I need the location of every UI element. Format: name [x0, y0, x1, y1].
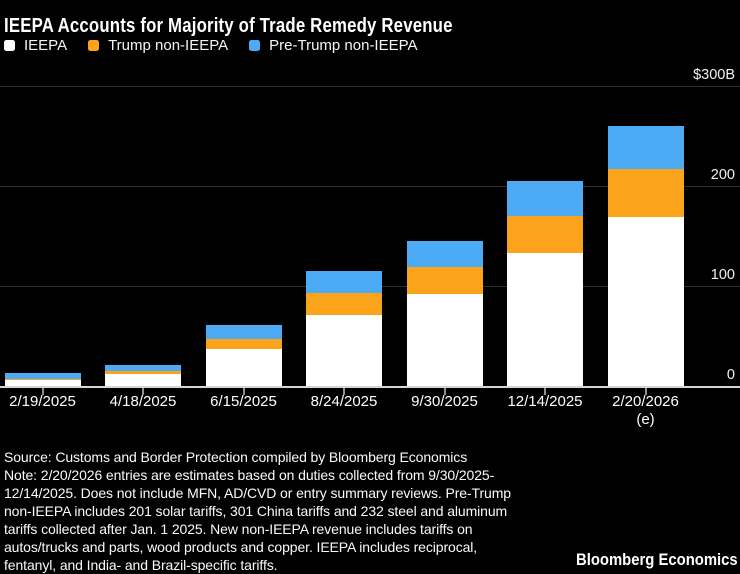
bloomberg-economics-logo: Bloomberg Economics — [576, 551, 738, 569]
legend-swatch-pre-trump-non-ieepa-icon — [249, 40, 261, 51]
x-axis-tick — [41, 388, 44, 395]
bar-segment-pre-trump-non-ieepa — [507, 181, 583, 216]
x-axis-line — [0, 386, 740, 388]
y-axis-label-200: 200 — [710, 167, 735, 183]
x-axis-tick — [544, 388, 546, 395]
x-axis-label: 12/14/2025 — [507, 393, 583, 410]
x-axis-tick — [142, 388, 144, 395]
legend: IEEPA Trump non-IEEPA Pre-Trump non-IEEP… — [4, 37, 439, 54]
bar-segment-ieepa — [105, 374, 181, 386]
legend-item-ieepa: IEEPA — [4, 37, 67, 54]
bar-segment-trump-non-ieepa — [306, 293, 382, 315]
bar-segment-trump-non-ieepa — [507, 216, 583, 253]
x-axis-label: 4/18/2025 — [109, 393, 177, 410]
x-axis-tick — [242, 388, 245, 395]
note-line: non-IEEPA includes 201 solar tariffs, 30… — [4, 503, 508, 519]
source-note: Source: Customs and Border Protection co… — [4, 448, 604, 574]
gridline-200 — [0, 186, 740, 187]
legend-swatch-trump-non-ieepa-icon — [88, 40, 100, 51]
note-line: tariffs collected after Jan. 1 2025. New… — [4, 521, 473, 537]
bar-segment-ieepa — [406, 294, 483, 386]
x-axis-label: 2/20/2026 — [612, 393, 679, 410]
bar-segment-trump-non-ieepa — [406, 267, 483, 294]
note-line: autos/trucks and parts, wood products an… — [4, 539, 478, 555]
y-axis-label-300: $300B — [693, 67, 735, 83]
legend-item-trump-non-ieepa: Trump non-IEEPA — [88, 37, 228, 54]
legend-label-pre-trump-non-ieepa: Pre-Trump non-IEEPA — [269, 37, 418, 54]
bar-segment-trump-non-ieepa — [105, 371, 181, 374]
chart-title: IEEPA Accounts for Majority of Trade Rem… — [4, 15, 453, 38]
bar-segment-trump-non-ieepa — [4, 379, 81, 380]
bar-segment-pre-trump-non-ieepa — [4, 373, 81, 379]
bar-segment-ieepa — [306, 315, 382, 386]
gridline-300 — [0, 86, 740, 87]
note-line: fentanyl, and India- and Brazil-specific… — [4, 557, 278, 573]
x-axis-tick — [343, 388, 345, 395]
legend-label-trump-non-ieepa: Trump non-IEEPA — [108, 37, 229, 54]
x-axis-tick — [443, 388, 446, 395]
x-axis-tick — [644, 388, 647, 395]
bar-segment-ieepa — [507, 253, 583, 386]
x-axis-label: 9/30/2025 — [411, 393, 478, 410]
x-axis-sublabel: (e) — [636, 411, 655, 428]
x-axis-label: 8/24/2025 — [310, 393, 378, 410]
legend-label-ieepa: IEEPA — [24, 37, 68, 54]
source-line: Source: Customs and Border Protection co… — [4, 449, 468, 465]
legend-swatch-ieepa-icon — [4, 40, 15, 51]
bar-segment-pre-trump-non-ieepa — [105, 365, 181, 371]
note-line: Note: 2/20/2026 entries are estimates ba… — [4, 467, 495, 483]
note-line: 12/14/2025. Does not include MFN, AD/CVD… — [4, 485, 511, 501]
bar-segment-pre-trump-non-ieepa — [406, 241, 483, 267]
bar-segment-ieepa — [4, 379, 81, 386]
x-axis-label: 2/19/2025 — [9, 393, 76, 410]
y-axis-label-0: 0 — [726, 367, 735, 383]
bar-segment-ieepa — [205, 349, 282, 386]
bar-segment-pre-trump-non-ieepa — [607, 126, 684, 169]
legend-item-pre-trump-non-ieepa: Pre-Trump non-IEEPA — [249, 37, 418, 54]
bar-segment-ieepa — [607, 217, 684, 386]
bar-segment-pre-trump-non-ieepa — [306, 271, 382, 293]
bar-segment-pre-trump-non-ieepa — [205, 325, 282, 339]
x-axis-label: 6/15/2025 — [210, 393, 277, 410]
y-axis-label-100: 100 — [710, 267, 735, 283]
bar-segment-trump-non-ieepa — [607, 169, 684, 217]
bar-segment-trump-non-ieepa — [205, 339, 282, 349]
